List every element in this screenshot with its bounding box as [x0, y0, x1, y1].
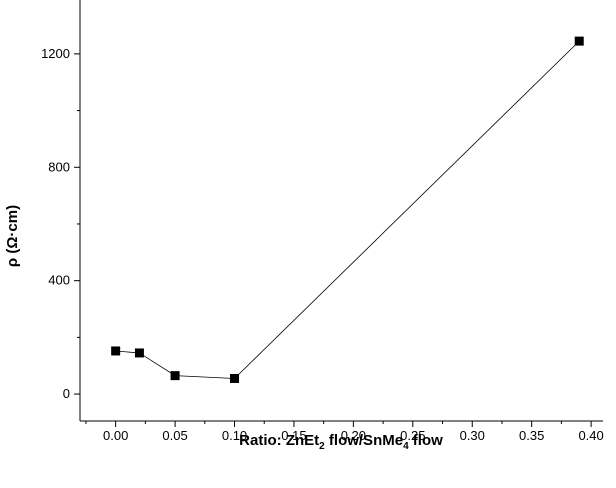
series-line: [115, 40, 580, 379]
data-point: [170, 371, 180, 381]
y-tick-label: 0: [63, 386, 70, 401]
x-tick-label: 0.15: [281, 428, 306, 443]
series: [111, 36, 584, 383]
data-point: [111, 346, 121, 356]
x-tick-label: 0.25: [400, 428, 425, 443]
y-tick-label: 400: [48, 273, 70, 288]
y-tick-label: 800: [48, 159, 70, 174]
x-tick-label: 0.30: [460, 428, 485, 443]
x-tick-label: 0.20: [341, 428, 366, 443]
data-point: [230, 373, 240, 383]
x-axis-title: Ratio: ZnEt2 flow/SnMe4 flow: [239, 432, 443, 452]
x-tick-label: 0.35: [519, 428, 544, 443]
x-tick-label: 0.10: [222, 428, 247, 443]
y-tick-label: 1200: [41, 46, 70, 61]
x-tick-label: 0.40: [578, 428, 603, 443]
data-point: [574, 36, 584, 46]
data-point: [134, 348, 144, 358]
x-ticks: 0.00 0.05 0.10 0.15 0.20 0.25 0.30 0.35 0.40: [85, 421, 604, 443]
y-axis-title: ρ (Ω·cm): [4, 205, 21, 267]
y-ticks: 0 400 800 1200: [41, 46, 80, 401]
axes: [79, 0, 603, 422]
x-tick-label: 0.00: [103, 428, 128, 443]
x-tick-label: 0.05: [162, 428, 187, 443]
